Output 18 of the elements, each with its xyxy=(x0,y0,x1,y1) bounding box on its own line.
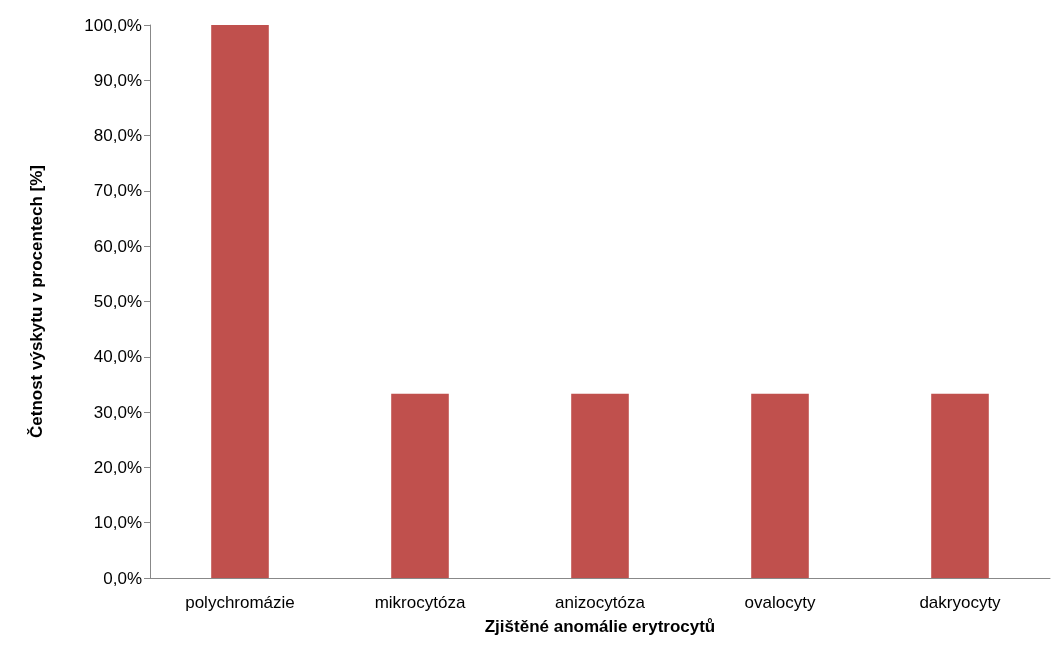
y-tick-label: 70,0% xyxy=(93,181,142,201)
y-tick-label: 50,0% xyxy=(93,292,142,311)
x-tick-label: polychromázie xyxy=(185,593,295,612)
y-tick-label: 100,0% xyxy=(84,15,142,35)
y-tick-label: 20,0% xyxy=(93,457,142,477)
y-tick-label: 40,0% xyxy=(93,347,142,367)
x-axis-title: Zjištěné anomálie erytrocytů xyxy=(484,617,716,636)
y-tick-label: 30,0% xyxy=(93,402,142,422)
y-tick-label: 80,0% xyxy=(93,126,142,146)
y-tick-label: 0,0% xyxy=(103,568,142,588)
y-tick-label: 60,0% xyxy=(93,236,142,256)
y-axis-title: Četnost výskytu v procentech [%] xyxy=(27,164,46,439)
x-tick-label: anizocytóza xyxy=(555,593,646,612)
x-tick-label: dakryocyty xyxy=(919,593,1002,612)
y-tick-label: 90,0% xyxy=(93,70,142,90)
x-tick-label: mikrocytóza xyxy=(374,593,466,612)
x-tick-label: ovalocyty xyxy=(744,593,816,612)
y-tick-label: 10,0% xyxy=(93,513,142,533)
